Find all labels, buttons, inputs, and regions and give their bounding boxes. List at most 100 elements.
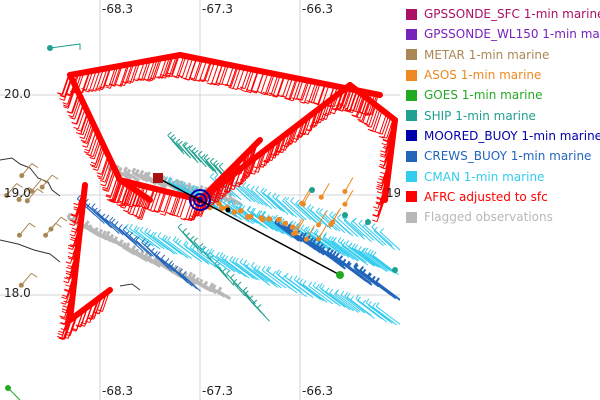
crews-barb <box>133 235 138 241</box>
cman-barb <box>251 265 276 285</box>
afrc-barb <box>226 181 232 184</box>
afrc-barb <box>154 210 160 213</box>
metar-barb <box>26 188 38 202</box>
legend-label: GPSSONDE_SFC 1-min marine <box>424 7 600 22</box>
afrc-barb <box>70 236 76 240</box>
lon-tick-top-1: -68.3 <box>102 2 134 16</box>
afrc-barb <box>77 107 86 130</box>
legend-item-moored-buoy[interactable]: MOORED_BUOY 1-min marine <box>406 126 600 146</box>
metar-barb <box>60 216 68 222</box>
cman-barb <box>370 253 397 274</box>
crews-barb <box>302 232 307 238</box>
afrc-barb <box>309 125 315 128</box>
afrc-barb <box>65 261 71 264</box>
legend-item-crews-buoy[interactable]: CREWS_BUOY 1-min marine <box>406 146 600 166</box>
afrc-barb <box>116 204 122 207</box>
afrc-barb <box>193 211 199 214</box>
goes-barb <box>7 387 21 400</box>
cman-barb <box>129 223 133 229</box>
legend-item-ship[interactable]: SHIP 1-min marine <box>406 105 600 125</box>
asos-barb <box>301 188 311 204</box>
legend-item-cman[interactable]: CMAN 1-min marine <box>406 166 600 186</box>
legend-item-goes[interactable]: GOES 1-min marine <box>406 85 600 105</box>
legend-label: METAR 1-min marine <box>424 47 550 62</box>
afrc-barb <box>232 67 241 89</box>
afrc-barb <box>71 329 77 332</box>
afrc-barb <box>81 87 87 91</box>
legend-item-afrc[interactable]: AFRC adjusted to sfc <box>406 187 600 207</box>
wind-barb-map[interactable] <box>0 0 400 400</box>
afrc-barb <box>171 74 177 78</box>
ship-barb <box>194 149 199 154</box>
legend-item-gpssonde-wl150[interactable]: GPSSONDE_WL150 1-min marine <box>406 24 600 44</box>
afrc-barb <box>370 129 376 133</box>
cman-barb <box>256 210 261 215</box>
afrc-barb <box>68 244 74 248</box>
afrc-barb <box>216 82 222 85</box>
legend-item-metar[interactable]: METAR 1-min marine <box>406 45 600 65</box>
afrc-barb <box>382 138 388 142</box>
afrc-barb <box>147 59 156 81</box>
afrc-barb <box>250 70 259 92</box>
asos-station <box>316 222 322 228</box>
afrc-barb <box>63 104 69 108</box>
cman-barb <box>348 246 375 267</box>
afrc-barb <box>372 214 378 218</box>
map-panel[interactable]: -68.3 -67.3 -66.3 -68.3 -67.3 -66.3 20.0… <box>0 0 400 400</box>
afrc-barb <box>69 233 75 237</box>
legend-item-gpssonde-sfc[interactable]: GPSSONDE_SFC 1-min marine <box>406 4 600 24</box>
afrc-barb <box>161 57 170 79</box>
cman-barb <box>373 230 395 251</box>
flagged-barb <box>113 235 119 242</box>
afrc-barb <box>221 185 227 188</box>
afrc-barb <box>92 70 101 92</box>
legend-label: CREWS_BUOY 1-min marine <box>424 149 592 164</box>
cman-barb <box>266 218 293 239</box>
afrc-barb <box>64 288 70 292</box>
cman-barb <box>232 261 257 281</box>
afrc-barb <box>176 56 185 78</box>
cman-barb <box>135 226 140 232</box>
afrc-barb <box>109 83 115 86</box>
legend-item-asos[interactable]: ASOS 1-min marine <box>406 65 600 85</box>
afrc-barb <box>245 160 251 164</box>
afrc-barb <box>188 59 197 81</box>
afrc-flight-track <box>67 72 123 183</box>
cman-barb <box>242 182 247 187</box>
moored-buoy-ring <box>193 193 207 207</box>
cman-barb <box>290 197 295 202</box>
cman-barb <box>358 219 363 224</box>
cman-barb <box>236 202 240 207</box>
cman-barb <box>323 232 327 237</box>
afrc-barb <box>57 92 63 95</box>
afrc-barb <box>65 284 71 287</box>
legend-swatch <box>406 110 417 122</box>
afrc-barb <box>203 79 209 82</box>
cman-barb <box>332 241 359 262</box>
cman-barb <box>246 187 268 207</box>
cman-barb <box>315 211 338 231</box>
flagged-barb <box>194 276 200 283</box>
cman-barb <box>297 228 324 249</box>
metar-barb <box>41 174 53 188</box>
crews-barb <box>93 207 98 212</box>
afrc-barb <box>65 272 71 276</box>
afrc-barb <box>376 196 382 200</box>
cman-barb <box>272 192 277 198</box>
legend-item-flagged[interactable]: Flagged observations <box>406 207 600 227</box>
cman-barb <box>343 220 366 240</box>
cman-barb <box>258 210 263 215</box>
afrc-barb <box>89 164 95 167</box>
metar-barb <box>31 163 39 168</box>
afrc-barb <box>73 202 79 206</box>
flagged-barb <box>190 273 197 280</box>
asos-station <box>293 230 299 236</box>
cman-barb <box>133 225 138 231</box>
cman-barb <box>253 265 258 270</box>
cman-barb <box>319 208 324 213</box>
afrc-barb <box>153 190 162 212</box>
legend-label: GOES 1-min marine <box>424 88 543 103</box>
ship-barb <box>244 290 249 295</box>
afrc-barb <box>356 96 365 118</box>
afrc-barb <box>280 148 286 151</box>
